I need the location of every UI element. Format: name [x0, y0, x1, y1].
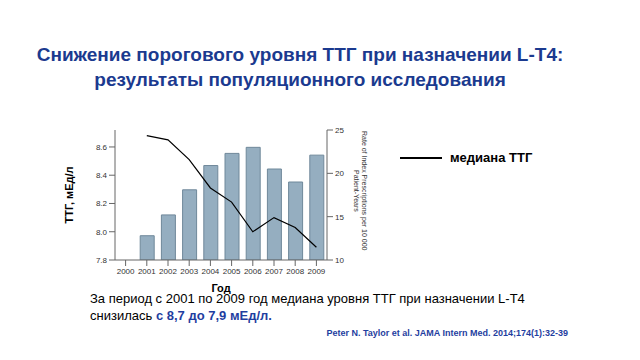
html-text:Peter N. Taylor et al. JAMA In: Peter N. Taylor et al. JAMA Intern Med. … [326, 328, 568, 338]
svg-text:2007: 2007 [265, 267, 283, 276]
svg-text:2000: 2000 [117, 267, 135, 276]
svg-text:25: 25 [335, 126, 344, 135]
svg-text:2004: 2004 [202, 267, 220, 276]
svg-text:2001: 2001 [138, 267, 156, 276]
svg-text:2005: 2005 [223, 267, 241, 276]
svg-text:2008: 2008 [286, 267, 304, 276]
svg-text:10: 10 [335, 256, 344, 265]
svg-text:2002: 2002 [159, 267, 177, 276]
html-text:За период с 2001 по 2009 год м: За период с 2001 по 2009 год медиана уро… [90, 291, 525, 323]
svg-text:7.8: 7.8 [96, 256, 108, 265]
svg-text:Год: Год [211, 282, 231, 294]
svg-text:15: 15 [335, 213, 344, 222]
svg-text:2006: 2006 [244, 267, 262, 276]
svg-text:8.0: 8.0 [96, 228, 108, 237]
html-text:медиана ТТГ: медиана ТТГ [450, 150, 533, 165]
html-text:Rate of Index Prescriptions pe: Rate of Index Prescriptions per 10 000 P… [353, 130, 368, 251]
svg-text:ТТГ, мЕд/л: ТТГ, мЕд/л [63, 166, 75, 223]
svg-text:8.6: 8.6 [96, 143, 108, 152]
svg-text:20: 20 [335, 169, 344, 178]
svg-text:8.2: 8.2 [96, 199, 108, 208]
svg-text:8.4: 8.4 [96, 171, 108, 180]
svg-text:2009: 2009 [308, 267, 326, 276]
html-text:Снижение порогового уровня ТТГ: Снижение порогового уровня ТТГ при назна… [36, 44, 564, 90]
svg-text:2003: 2003 [180, 267, 198, 276]
